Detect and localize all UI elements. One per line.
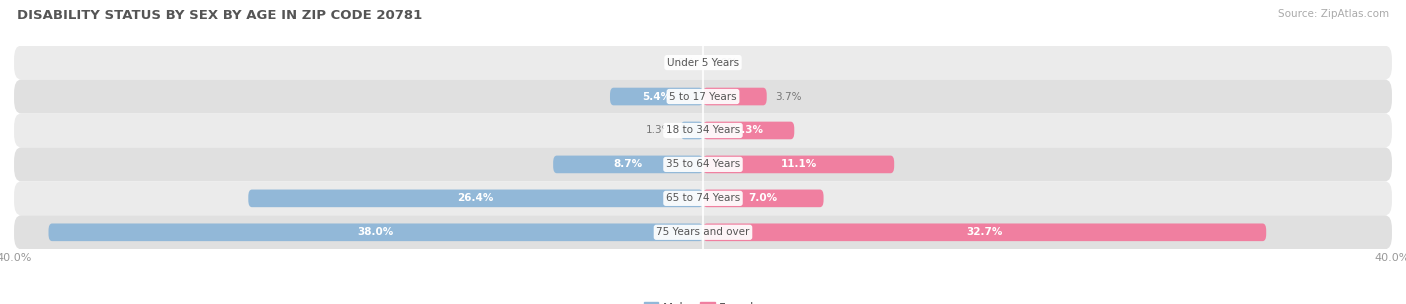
Text: 7.0%: 7.0% [749,193,778,203]
Text: Source: ZipAtlas.com: Source: ZipAtlas.com [1278,9,1389,19]
FancyBboxPatch shape [703,122,794,139]
Text: 5.3%: 5.3% [734,126,763,136]
FancyBboxPatch shape [48,223,703,241]
FancyBboxPatch shape [14,147,1392,181]
Text: 38.0%: 38.0% [357,227,394,237]
FancyBboxPatch shape [703,88,766,105]
FancyBboxPatch shape [703,156,894,173]
Text: 35 to 64 Years: 35 to 64 Years [666,159,740,169]
Text: 18 to 34 Years: 18 to 34 Years [666,126,740,136]
Text: 32.7%: 32.7% [966,227,1002,237]
Text: Under 5 Years: Under 5 Years [666,57,740,67]
Text: 1.3%: 1.3% [645,126,672,136]
FancyBboxPatch shape [553,156,703,173]
FancyBboxPatch shape [14,46,1392,80]
Text: 3.7%: 3.7% [775,92,801,102]
Text: 65 to 74 Years: 65 to 74 Years [666,193,740,203]
FancyBboxPatch shape [14,215,1392,249]
FancyBboxPatch shape [681,122,703,139]
Text: 0.0%: 0.0% [711,57,738,67]
FancyBboxPatch shape [249,189,703,207]
Text: 8.7%: 8.7% [613,159,643,169]
FancyBboxPatch shape [14,181,1392,215]
Text: 26.4%: 26.4% [457,193,494,203]
FancyBboxPatch shape [14,80,1392,113]
Legend: Male, Female: Male, Female [644,302,762,304]
Text: DISABILITY STATUS BY SEX BY AGE IN ZIP CODE 20781: DISABILITY STATUS BY SEX BY AGE IN ZIP C… [17,9,422,22]
Text: 11.1%: 11.1% [780,159,817,169]
FancyBboxPatch shape [703,223,1267,241]
FancyBboxPatch shape [610,88,703,105]
Text: 5 to 17 Years: 5 to 17 Years [669,92,737,102]
Text: 0.0%: 0.0% [668,57,695,67]
Text: 5.4%: 5.4% [643,92,671,102]
FancyBboxPatch shape [703,189,824,207]
FancyBboxPatch shape [14,113,1392,147]
Text: 75 Years and over: 75 Years and over [657,227,749,237]
